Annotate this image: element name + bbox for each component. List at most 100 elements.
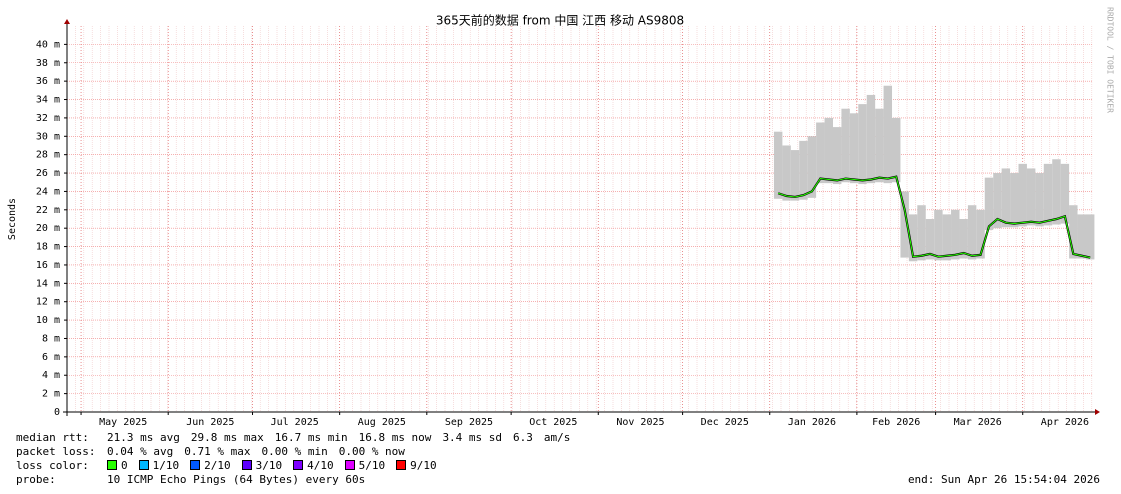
legend-label: 1/10 bbox=[152, 459, 180, 472]
stat-item: am/s bbox=[543, 431, 571, 444]
smoke-band bbox=[976, 209, 985, 259]
smoke-band bbox=[951, 209, 960, 260]
stat-item: 0.00 % min bbox=[261, 445, 328, 458]
smoke-band bbox=[959, 219, 968, 259]
legend-swatch bbox=[190, 460, 201, 470]
x-tick-label: Apr 2026 bbox=[1041, 417, 1089, 428]
stat-item: 0.71 % max bbox=[184, 445, 251, 458]
y-tick-label: 14 m bbox=[36, 278, 60, 289]
smoke-band bbox=[934, 209, 943, 261]
smoke-band bbox=[849, 113, 859, 184]
smoke-band bbox=[908, 214, 918, 262]
stat-item: 3.4 ms sd bbox=[442, 431, 503, 444]
legend-swatch bbox=[344, 460, 355, 470]
y-tick-label: 6 m bbox=[42, 352, 60, 363]
x-axis-arrow bbox=[1095, 409, 1100, 415]
packet-loss-row: packet loss: 0.04 % avg 0.71 % max 0.00 % m… bbox=[16, 445, 1116, 459]
row-label: median rtt: bbox=[16, 431, 89, 444]
x-tick-label: Nov 2025 bbox=[616, 417, 664, 428]
x-tick-label: Feb 2026 bbox=[872, 417, 920, 428]
smoke-band bbox=[900, 191, 909, 258]
y-tick-label: 26 m bbox=[36, 168, 60, 179]
smoke-band bbox=[799, 140, 808, 200]
x-tick-label: Aug 2025 bbox=[358, 417, 406, 428]
y-tick-label: 38 m bbox=[36, 58, 60, 69]
smoke-band bbox=[993, 173, 1002, 229]
y-axis-label: Seconds bbox=[7, 198, 18, 240]
smoke-band bbox=[824, 117, 833, 184]
y-tick-label: 2 m bbox=[42, 389, 60, 400]
smoke-band bbox=[917, 205, 926, 261]
smoke-band bbox=[1052, 159, 1061, 225]
y-tick-label: 22 m bbox=[36, 205, 60, 216]
legend-swatch bbox=[241, 460, 252, 470]
legend-label: 4/10 bbox=[307, 459, 334, 472]
probe-row: probe: 10 ICMP Echo Pings (64 Bytes) ever… bbox=[16, 473, 1116, 487]
y-tick-label: 30 m bbox=[36, 131, 60, 142]
smoke-band bbox=[875, 108, 884, 183]
row-label: probe: bbox=[16, 473, 56, 486]
smoke-band bbox=[1077, 214, 1086, 259]
x-tick-label: Jul 2025 bbox=[271, 417, 319, 428]
legend-label: 9/10 bbox=[410, 459, 437, 472]
smoke-band bbox=[841, 108, 850, 183]
y-tick-label: 24 m bbox=[36, 186, 60, 197]
end-time: end: Sun Apr 26 15:54:04 2026 bbox=[907, 473, 1100, 486]
median-line bbox=[778, 176, 1091, 259]
legend-label: 5/10 bbox=[358, 459, 386, 472]
stat-item: 21.3 ms avg bbox=[107, 431, 180, 444]
legend-swatch bbox=[293, 460, 304, 470]
stat-item: 6.3 bbox=[513, 431, 533, 444]
y-tick-label: 18 m bbox=[36, 242, 60, 253]
smoke-band bbox=[1085, 214, 1095, 260]
stat-item: 0.04 % avg bbox=[107, 445, 174, 458]
y-tick-label: 10 m bbox=[36, 315, 60, 326]
smoke-band bbox=[832, 127, 842, 185]
smoke-band bbox=[1043, 163, 1053, 226]
chart: 365天前的数据 from 中国 江西 移动 AS9808 Seconds RR… bbox=[7, 7, 1115, 428]
stat-item: 0.00 % now bbox=[338, 445, 405, 458]
x-tick-label: Jun 2025 bbox=[186, 417, 234, 428]
x-tick-label: Sep 2025 bbox=[445, 417, 493, 428]
smoke-band bbox=[942, 214, 952, 261]
watermark: RRDTOOL / TOBI OETIKER bbox=[1106, 7, 1115, 113]
smoke-band bbox=[1018, 163, 1027, 227]
x-tick-label: Oct 2025 bbox=[529, 417, 577, 428]
y-tick-label: 32 m bbox=[36, 113, 60, 124]
stat-item: 16.8 ms now bbox=[358, 431, 432, 444]
smoke-band bbox=[1010, 173, 1019, 228]
y-tick-label: 12 m bbox=[36, 297, 60, 308]
legend-swatch bbox=[107, 460, 117, 470]
y-tick-label: 0 bbox=[54, 407, 60, 418]
smoke-band bbox=[892, 117, 901, 183]
smoke-band bbox=[1060, 163, 1070, 224]
smoke-band bbox=[1035, 173, 1044, 227]
smoke-band bbox=[816, 122, 825, 184]
y-tick-label: 34 m bbox=[36, 95, 60, 106]
smoke-band bbox=[866, 94, 876, 184]
smoke-band bbox=[984, 177, 994, 231]
y-axis-arrow bbox=[64, 19, 70, 24]
stat-item: 16.7 ms min bbox=[274, 431, 348, 444]
legend-swatch bbox=[396, 460, 407, 470]
x-tick-label: Dec 2025 bbox=[701, 417, 749, 428]
smoke-band bbox=[1001, 168, 1011, 228]
smoke-band bbox=[790, 150, 800, 201]
y-tick-label: 36 m bbox=[36, 76, 60, 87]
stat-item: 29.8 ms max bbox=[190, 431, 264, 444]
x-tick-label: May 2025 bbox=[99, 417, 147, 428]
smoke-band bbox=[1069, 205, 1078, 259]
chart-title: 365天前的数据 from 中国 江西 移动 AS9808 bbox=[436, 13, 684, 28]
legend-swatch bbox=[138, 460, 149, 470]
legend-label: 2/10 bbox=[204, 459, 231, 472]
smoke-band bbox=[883, 85, 893, 184]
smoke-band bbox=[858, 104, 867, 185]
y-tick-label: 28 m bbox=[36, 150, 60, 161]
median-rtt-row: median rtt: 21.3 ms avg 29.8 ms max 16.7 ms… bbox=[16, 431, 1116, 445]
loss-color-row: loss color: 0 1/10 2/10 3/10 4/10 5/10 9/10 bbox=[16, 459, 1116, 473]
y-tick-label: 16 m bbox=[36, 260, 60, 271]
smoke-band bbox=[1026, 168, 1036, 226]
y-tick-label: 20 m bbox=[36, 223, 60, 234]
smoke-band bbox=[967, 205, 977, 260]
